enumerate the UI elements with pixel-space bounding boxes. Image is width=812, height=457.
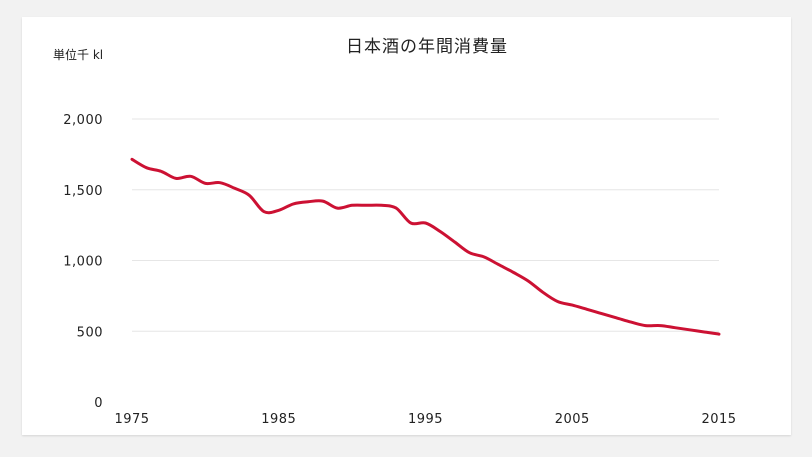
chart-card: 日本酒の年間消費量 単位千 kl 0 500 1,000 1,500 2,000 197… (22, 17, 791, 435)
x-tick-label: 1995 (408, 412, 443, 427)
x-tick-label: 2015 (701, 412, 736, 427)
unit-label: 単位千 kl (53, 47, 103, 62)
x-tick-label: 1975 (114, 412, 149, 427)
y-tick-label: 2,000 (63, 113, 103, 128)
x-tick-label: 2005 (555, 412, 590, 427)
y-tick-label: 0 (94, 396, 103, 411)
x-tick-label: 1985 (261, 412, 296, 427)
chart-title: 日本酒の年間消費量 (346, 37, 508, 57)
gridlines (132, 118, 719, 332)
y-tick-label: 1,500 (63, 184, 103, 199)
line-chart: 日本酒の年間消費量 単位千 kl 0 500 1,000 1,500 2,000 197… (53, 37, 736, 427)
y-tick-label: 1,000 (63, 255, 103, 270)
x-axis-ticks: 1975 1985 1995 2005 2015 (114, 412, 736, 427)
y-axis-ticks: 0 500 1,000 1,500 2,000 (63, 113, 103, 411)
y-tick-label: 500 (77, 325, 103, 340)
series-layer (130, 157, 721, 336)
consumption-line (130, 157, 721, 336)
